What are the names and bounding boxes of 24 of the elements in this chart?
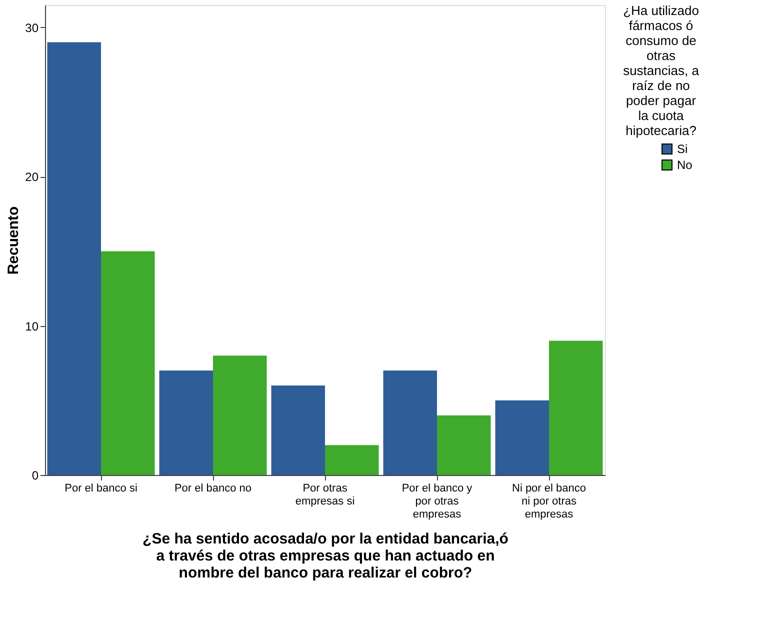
x-tick-label: Por otras empresas si [295,482,355,508]
y-tick-label: 20 [25,170,39,184]
bar [325,445,379,475]
y-tick-label: 30 [25,20,39,35]
x-tick-label: Por el banco no [174,482,252,494]
bar [383,370,437,475]
text: ¿Ha utilizado fármacos ó consumo de otras sustancias, a raíz de no poder pagar la cuota hipotecaria? [623,3,699,138]
bar [47,42,101,475]
legend-label: No [677,158,693,172]
x-axis-title: ¿Se ha sentido acosada/o por la entidad bancaria,ó a través de otras empresas que han actuado en nombre del banco para realizar el cobro? [142,530,508,582]
x-tick-label: Por el banco si [64,482,138,494]
bar [271,385,325,475]
y-axis-title: Recuento [5,206,22,275]
bar [159,370,213,475]
bar [549,340,603,475]
x-tick-label: Ni por el banco ni por otras empresas [512,482,586,520]
y-tick-label: 0 [32,468,39,482]
bar [437,415,491,475]
y-tick-label: 10 [25,319,39,334]
bar [213,356,267,475]
bar [495,400,549,475]
x-tick-label: Por el banco y por otras empresas [402,482,473,520]
legend-label: Si [677,142,688,156]
bar [101,251,155,475]
